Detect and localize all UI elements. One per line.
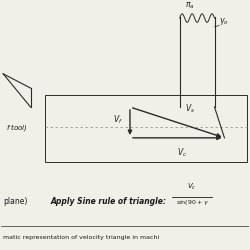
Bar xyxy=(46,95,247,162)
Text: $f$ tool): $f$ tool) xyxy=(6,122,28,133)
Text: $V_c$: $V_c$ xyxy=(188,182,197,192)
Text: plane): plane) xyxy=(3,198,28,206)
Text: $V_f$: $V_f$ xyxy=(113,114,122,126)
Text: $\gamma_o$: $\gamma_o$ xyxy=(220,16,229,27)
Text: Apply Sine rule of triangle:: Apply Sine rule of triangle: xyxy=(50,198,166,206)
Text: matic representation of velocity triangle in machi: matic representation of velocity triangl… xyxy=(3,235,160,240)
Text: $V_s$: $V_s$ xyxy=(185,103,194,115)
Text: $\sin(90 + \gamma$: $\sin(90 + \gamma$ xyxy=(176,198,208,207)
Text: $\pi_a$: $\pi_a$ xyxy=(185,0,194,11)
Text: $V_c$: $V_c$ xyxy=(177,146,187,159)
